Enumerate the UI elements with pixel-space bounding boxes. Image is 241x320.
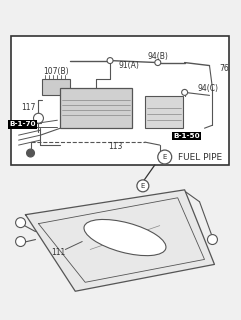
- Text: E: E: [163, 154, 167, 160]
- Text: 111: 111: [51, 248, 66, 257]
- Polygon shape: [26, 190, 214, 291]
- Circle shape: [182, 89, 187, 95]
- Text: 94(B): 94(B): [147, 52, 168, 61]
- Ellipse shape: [84, 220, 166, 256]
- Text: B-1-70: B-1-70: [9, 121, 36, 127]
- Circle shape: [155, 60, 161, 66]
- Circle shape: [33, 113, 43, 123]
- Circle shape: [208, 235, 217, 244]
- Circle shape: [158, 150, 172, 164]
- Text: 91(A): 91(A): [118, 61, 139, 70]
- Circle shape: [137, 180, 149, 192]
- Text: 94(C): 94(C): [198, 84, 219, 93]
- Bar: [145, 96, 183, 128]
- Text: E: E: [141, 183, 145, 189]
- Text: 76: 76: [219, 64, 229, 73]
- Circle shape: [16, 236, 26, 246]
- Bar: [60, 88, 132, 128]
- Text: 107(B): 107(B): [44, 67, 69, 76]
- Bar: [11, 36, 229, 165]
- Circle shape: [16, 218, 26, 228]
- Text: 117: 117: [21, 103, 36, 112]
- Circle shape: [27, 149, 34, 157]
- Text: B-1-50: B-1-50: [173, 133, 200, 139]
- Circle shape: [107, 58, 113, 64]
- Text: 113: 113: [108, 141, 122, 151]
- Bar: [42, 79, 70, 95]
- Text: FUEL PIPE: FUEL PIPE: [178, 153, 222, 162]
